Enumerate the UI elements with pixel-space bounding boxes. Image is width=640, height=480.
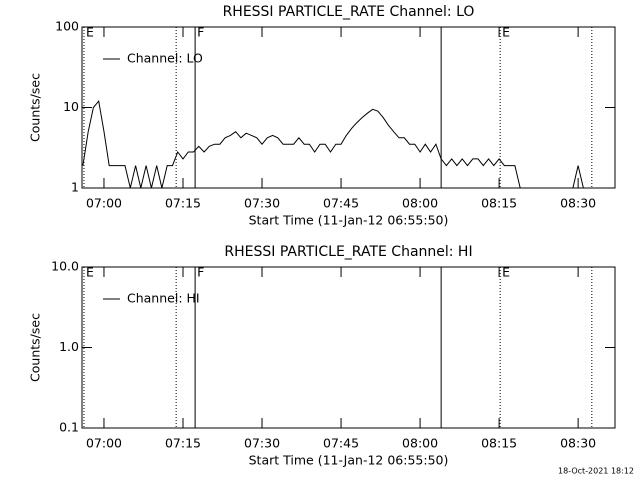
x-tick-label: 07:00 — [86, 436, 122, 451]
x-tick-label: 07:45 — [323, 436, 359, 451]
footer: 18-Oct-2021 18:12 — [558, 467, 634, 476]
chart-title: RHESSI PARTICLE_RATE Channel: LO — [223, 4, 475, 20]
y-tick-label: 10 — [63, 99, 79, 114]
y-tick-label: 10.0 — [51, 259, 79, 274]
event-label: E — [502, 25, 510, 40]
event-label: F — [197, 265, 204, 280]
x-tick-label: 08:15 — [481, 196, 517, 211]
y-axis-label: Counts/sec — [28, 73, 43, 142]
x-tick-label: 08:15 — [481, 436, 517, 451]
y-tick-label: 1 — [71, 180, 79, 195]
legend-label: Channel: HI — [127, 291, 200, 306]
y-tick-label: 100 — [55, 19, 79, 34]
legend-label: Channel: LO — [127, 51, 203, 66]
y-tick-label: 1.0 — [59, 339, 79, 354]
x-tick-label: 07:45 — [323, 196, 359, 211]
x-tick-label: 07:30 — [244, 436, 280, 451]
x-tick-label: 07:15 — [165, 436, 201, 451]
x-tick-label: 07:30 — [244, 196, 280, 211]
chart-title: RHESSI PARTICLE_RATE Channel: HI — [224, 244, 472, 260]
x-tick-label: 08:00 — [402, 196, 438, 211]
x-tick-label: 07:00 — [86, 196, 122, 211]
event-label: F — [197, 25, 204, 40]
data-line — [82, 99, 610, 189]
event-label: E — [86, 265, 94, 280]
x-tick-label: 08:30 — [560, 436, 596, 451]
x-axis-label: Start Time (11-Jan-12 06:55:50) — [249, 453, 449, 468]
x-tick-label: 08:00 — [402, 436, 438, 451]
event-label: E — [502, 265, 510, 280]
x-tick-label: 08:30 — [560, 196, 596, 211]
x-axis-label: Start Time (11-Jan-12 06:55:50) — [249, 213, 449, 228]
x-tick-label: 07:15 — [165, 196, 201, 211]
event-label: E — [86, 25, 94, 40]
y-tick-label: 0.1 — [59, 420, 79, 435]
y-axis-label: Counts/sec — [28, 313, 43, 382]
